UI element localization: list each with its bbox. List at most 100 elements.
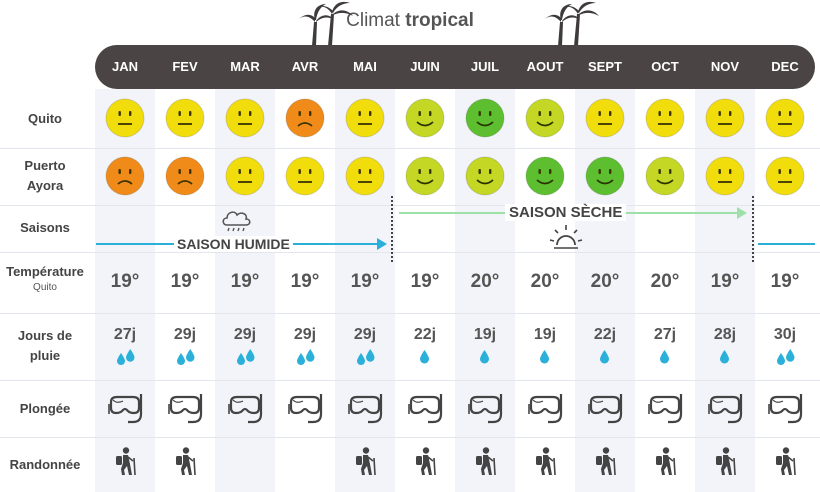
hiker-icon bbox=[713, 447, 739, 482]
diving-mask-icon bbox=[588, 392, 624, 429]
smiley-neutral-icon bbox=[345, 98, 385, 143]
temperature-value: 20° bbox=[470, 271, 500, 292]
rain-days-value: 22j bbox=[593, 326, 617, 343]
water-drop-icon bbox=[656, 348, 676, 373]
smiley-neutral-icon bbox=[225, 98, 265, 143]
row-label-puerto-ayora: Puerto Ayora bbox=[0, 156, 90, 196]
temperature-value: 20° bbox=[650, 271, 680, 292]
row-label-temperature: Température Quito bbox=[0, 262, 90, 294]
row-label-puerto-line2: Ayora bbox=[26, 178, 64, 193]
temperature-value: 20° bbox=[530, 271, 560, 292]
page-title: Climat tropical bbox=[0, 10, 820, 32]
hiker-icon bbox=[593, 447, 619, 482]
diving-mask-icon bbox=[468, 392, 504, 429]
column-shade bbox=[695, 89, 755, 492]
smiley-neutral-icon bbox=[585, 98, 625, 143]
hiker-icon bbox=[173, 447, 199, 482]
row-divider bbox=[0, 205, 820, 206]
row-divider bbox=[0, 252, 820, 253]
rain-days-value: 22j bbox=[413, 326, 437, 343]
hiker-icon bbox=[113, 447, 139, 482]
rain-days-value: 19j bbox=[533, 326, 557, 343]
temperature-value: 19° bbox=[290, 271, 320, 292]
arrow-right-icon bbox=[377, 238, 387, 250]
row-label-rain: Jours de pluie bbox=[0, 326, 90, 366]
wet-season-line-end bbox=[758, 243, 815, 245]
column-shade bbox=[95, 89, 155, 492]
arrow-right-icon bbox=[737, 207, 747, 219]
column-shade bbox=[335, 89, 395, 492]
water-drop-icon bbox=[476, 348, 496, 373]
column-shade bbox=[575, 89, 635, 492]
sun-icon bbox=[549, 225, 583, 249]
month-jan: JAN bbox=[111, 59, 138, 74]
rain-days-value: 28j bbox=[713, 326, 737, 343]
water-drop-icon bbox=[296, 348, 316, 373]
month-oct: OCT bbox=[651, 59, 679, 74]
smiley-neutral-icon bbox=[645, 98, 685, 143]
diving-mask-icon bbox=[288, 392, 324, 429]
rain-days-value: 29j bbox=[233, 326, 257, 343]
row-label-saisons: Saisons bbox=[20, 220, 70, 235]
hiker-icon bbox=[473, 447, 499, 482]
temperature-value: 20° bbox=[590, 271, 620, 292]
column-shade bbox=[215, 89, 275, 492]
smiley-happy-light-icon bbox=[525, 98, 565, 143]
smiley-neutral-icon bbox=[765, 98, 805, 143]
smiley-sad-icon bbox=[165, 156, 205, 201]
row-label-rain-line1: Jours de bbox=[17, 328, 73, 343]
title-prefix: Climat bbox=[346, 10, 406, 31]
palm-tree-icon bbox=[298, 1, 353, 46]
month-avr: AVR bbox=[291, 59, 319, 74]
row-label-temperature-main: Température bbox=[6, 264, 84, 279]
hiker-icon bbox=[533, 447, 559, 482]
temperature-value: 19° bbox=[110, 271, 140, 292]
month-sept: SEPT bbox=[588, 59, 622, 74]
water-drop-icon bbox=[596, 348, 616, 373]
row-label-temperature-sub: Quito bbox=[33, 282, 57, 293]
rain-days-value: 29j bbox=[293, 326, 317, 343]
row-divider bbox=[0, 437, 820, 438]
water-drop-icon bbox=[176, 348, 196, 373]
smiley-happy-icon bbox=[525, 156, 565, 201]
row-label-rain-line2: pluie bbox=[29, 348, 61, 363]
diving-mask-icon bbox=[708, 392, 744, 429]
smiley-happy-icon bbox=[465, 98, 505, 143]
smiley-sad-icon bbox=[105, 156, 145, 201]
rain-cloud-icon bbox=[222, 211, 251, 232]
smiley-neutral-icon bbox=[705, 98, 745, 143]
hiker-icon bbox=[653, 447, 679, 482]
smiley-sad-icon bbox=[285, 98, 325, 143]
month-dec: DEC bbox=[771, 59, 799, 74]
smiley-neutral-icon bbox=[105, 98, 145, 143]
diving-mask-icon bbox=[408, 392, 444, 429]
diving-mask-icon bbox=[528, 392, 564, 429]
row-divider bbox=[0, 380, 820, 381]
month-juin: JUIN bbox=[410, 59, 440, 74]
rain-days-value: 27j bbox=[653, 326, 677, 343]
diving-mask-icon bbox=[168, 392, 204, 429]
smiley-neutral-icon bbox=[225, 156, 265, 201]
hiker-icon bbox=[353, 447, 379, 482]
temperature-value: 19° bbox=[170, 271, 200, 292]
diving-mask-icon bbox=[768, 392, 804, 429]
diving-mask-icon bbox=[228, 392, 264, 429]
rain-days-value: 19j bbox=[473, 326, 497, 343]
smiley-neutral-icon bbox=[765, 156, 805, 201]
water-drop-icon bbox=[716, 348, 736, 373]
water-drop-icon bbox=[236, 348, 256, 373]
dry-season-label: SAISON SÈCHE bbox=[505, 204, 627, 221]
smiley-happy-icon bbox=[585, 156, 625, 201]
month-header-bar bbox=[95, 45, 815, 89]
row-divider bbox=[0, 313, 820, 314]
row-label-randonnee: Randonnée bbox=[9, 457, 81, 472]
diving-mask-icon bbox=[348, 392, 384, 429]
water-drop-icon bbox=[536, 348, 556, 373]
season-divider-left bbox=[391, 196, 395, 262]
smiley-happy-light-icon bbox=[405, 98, 445, 143]
smiley-happy-light-icon bbox=[405, 156, 445, 201]
smiley-happy-light-icon bbox=[465, 156, 505, 201]
month-aout: AOUT bbox=[526, 59, 564, 74]
row-label-plongee: Plongée bbox=[19, 401, 71, 416]
month-fev: FEV bbox=[172, 59, 198, 74]
